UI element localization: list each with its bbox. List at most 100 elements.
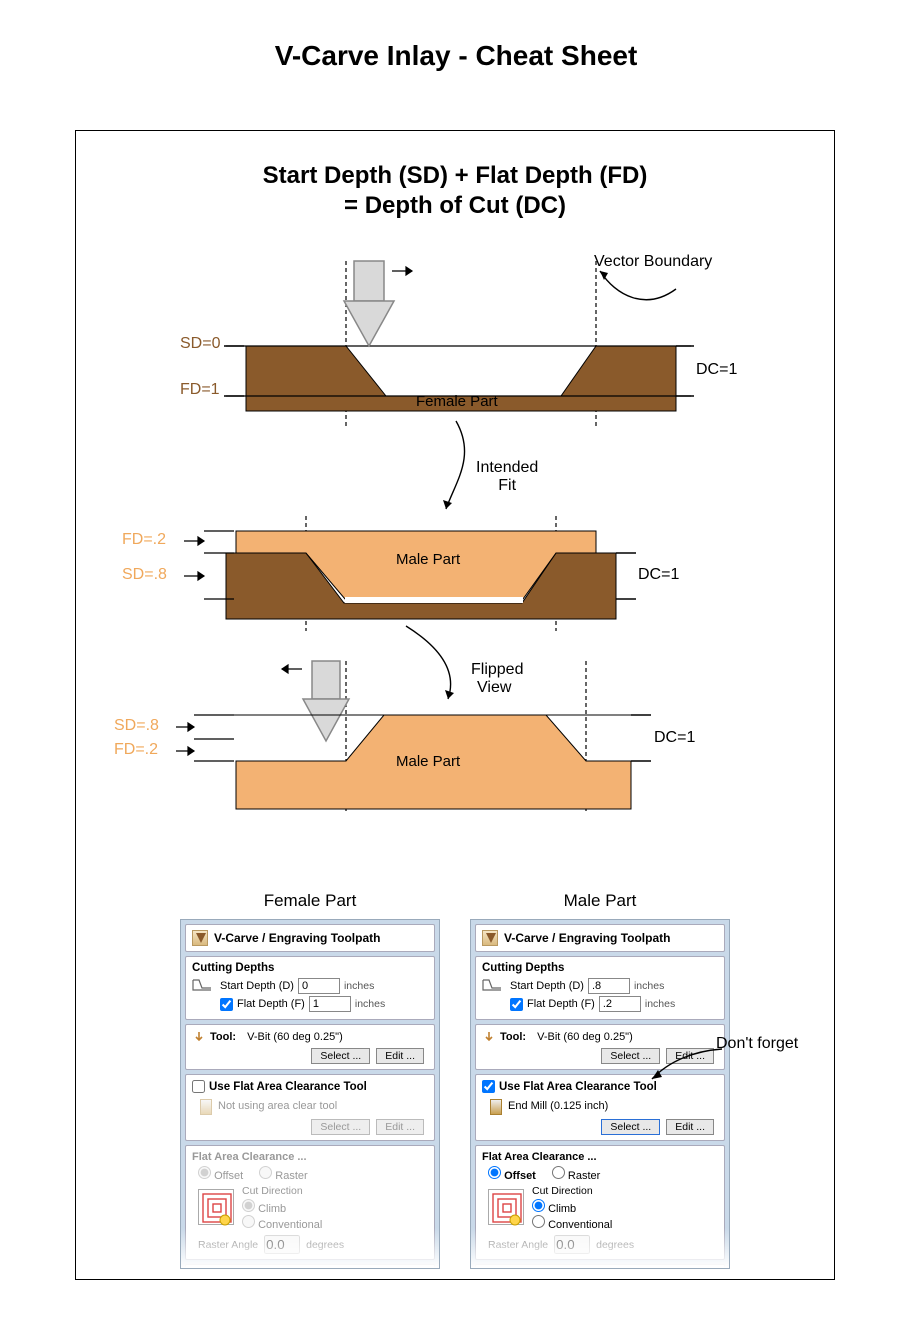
use-flat-clear-label: Use Flat Area Clearance Tool [499,1081,657,1093]
unit-inches: inches [645,998,675,1010]
cutting-depths-section: Cutting Depths Start Depth (D) inches [185,956,435,1020]
panel-header-text: V-Carve / Engraving Toolpath [214,931,380,945]
depth-icon [192,976,212,994]
raster-text: Raster [275,1170,307,1182]
female-panel-col: Female Part V-Carve / Engraving Toolpath… [180,891,440,1269]
degrees-label: degrees [596,1239,634,1251]
flipped-l2: View [471,679,511,696]
label-sd0: SD=0 [180,335,220,353]
start-depth-input[interactable] [588,978,630,994]
clear-edit-button[interactable]: Edit ... [666,1119,714,1135]
raster-text: Raster [568,1170,600,1182]
formula-line-2: = Depth of Cut (DC) [76,191,834,221]
clear-select-button[interactable]: Select ... [601,1119,660,1135]
unit-inches: inches [634,980,664,992]
flat-clear-section: Use Flat Area Clearance Tool Not using a… [185,1074,435,1141]
strategy-icon [198,1189,234,1225]
tool-edit-button[interactable]: Edit ... [376,1048,424,1064]
offset-radio [198,1166,211,1179]
raster-radio[interactable] [552,1166,565,1179]
fac-title: Flat Area Clearance ... [482,1151,718,1163]
offset-text: Offset [504,1170,536,1182]
female-panel-title: Female Part [180,891,440,911]
raster-angle-input [554,1235,590,1254]
conventional-radio [242,1215,255,1228]
conventional-radio[interactable] [532,1215,545,1228]
strategy-icon [488,1189,524,1225]
fac-title: Flat Area Clearance ... [192,1151,428,1163]
start-depth-label: Start Depth (D) [220,980,294,992]
tool-label: Tool: [500,1031,526,1043]
tool-section: Tool: V-Bit (60 deg 0.25") Select ... Ed… [185,1024,435,1070]
flat-depth-input[interactable] [599,996,641,1012]
end-mill-text: End Mill (0.125 inch) [508,1100,608,1112]
flat-depth-checkbox[interactable] [220,998,233,1011]
panel-header: V-Carve / Engraving Toolpath [475,924,725,952]
cutting-depths-section: Cutting Depths Start Depth (D) inches [475,956,725,1020]
use-flat-clear-checkbox[interactable] [192,1080,205,1093]
male-panel: V-Carve / Engraving Toolpath Cutting Dep… [470,919,730,1269]
label-male-part-a: Male Part [396,551,460,568]
content-frame: Start Depth (SD) + Flat Depth (FD) = Dep… [75,130,835,1280]
dont-forget-arrow [644,1041,744,1091]
unit-inches: inches [355,998,385,1010]
ramp-section: Ramp Plunge Moves Distance inches [475,1264,725,1269]
use-flat-clear-label: Use Flat Area Clearance Tool [209,1081,367,1093]
cut-direction-label: Cut Direction [532,1185,718,1197]
depth-icon [482,976,502,994]
offset-radio[interactable] [488,1166,501,1179]
panel-header: V-Carve / Engraving Toolpath [185,924,435,952]
cutting-depths-title: Cutting Depths [192,962,428,974]
not-using-text: Not using area clear tool [218,1100,337,1112]
label-fd1: FD=1 [180,381,220,399]
label-dc1-c: DC=1 [654,729,695,747]
diagram-svg [76,231,836,841]
label-intended-fit: Intended Fit [476,459,538,495]
raster-angle-label: Raster Angle [488,1239,548,1251]
label-flipped: Flipped View [471,661,523,697]
cut-direction-label: Cut Direction [242,1185,428,1197]
clear-select-button: Select ... [311,1119,370,1135]
label-fd2-a: FD=.2 [122,531,166,549]
tool-arrow-icon [482,1030,496,1044]
label-sd8-a: SD=.8 [122,566,167,584]
label-female-part: Female Part [416,393,498,410]
tool-select-button[interactable]: Select ... [311,1048,370,1064]
climb-radio [242,1199,255,1212]
vcarve-icon [482,930,498,946]
raster-angle-label: Raster Angle [198,1239,258,1251]
unit-inches: inches [344,980,374,992]
start-depth-label: Start Depth (D) [510,980,584,992]
climb-text: Climb [548,1203,576,1215]
raster-radio-label[interactable]: Raster [552,1166,600,1182]
conventional-text: Conventional [548,1219,612,1231]
start-depth-input[interactable] [298,978,340,994]
degrees-label: degrees [306,1239,344,1251]
intended-l2: Fit [498,477,516,494]
flat-depth-input[interactable] [309,996,351,1012]
intended-l1: Intended [476,459,538,476]
raster-angle-input [264,1235,300,1254]
endmill-icon [490,1099,502,1115]
conventional-text: Conventional [258,1219,322,1231]
raster-radio [259,1166,272,1179]
formula: Start Depth (SD) + Flat Depth (FD) = Dep… [76,161,834,221]
use-flat-clear-checkbox[interactable] [482,1080,495,1093]
flipped-l1: Flipped [471,661,523,678]
female-panel: V-Carve / Engraving Toolpath Cutting Dep… [180,919,440,1269]
raster-radio-label: Raster [259,1166,307,1182]
label-sd8-b: SD=.8 [114,717,159,735]
diagram: Vector Boundary SD=0 FD=1 DC=1 Female Pa… [76,231,834,841]
tool-name: V-Bit (60 deg 0.25") [537,1031,633,1043]
label-dc1-b: DC=1 [638,566,679,584]
offset-text: Offset [214,1170,243,1182]
offset-radio-label: Offset [198,1166,243,1182]
label-fd2-b: FD=.2 [114,741,158,759]
climb-text: Climb [258,1203,286,1215]
flat-depth-label: Flat Depth (F) [237,998,305,1010]
flat-depth-checkbox[interactable] [510,998,523,1011]
tool-name: V-Bit (60 deg 0.25") [247,1031,343,1043]
climb-radio[interactable] [532,1199,545,1212]
offset-radio-label[interactable]: Offset [488,1166,536,1182]
ramp-section: Ramp Plunge Moves Distance inches [185,1264,435,1269]
